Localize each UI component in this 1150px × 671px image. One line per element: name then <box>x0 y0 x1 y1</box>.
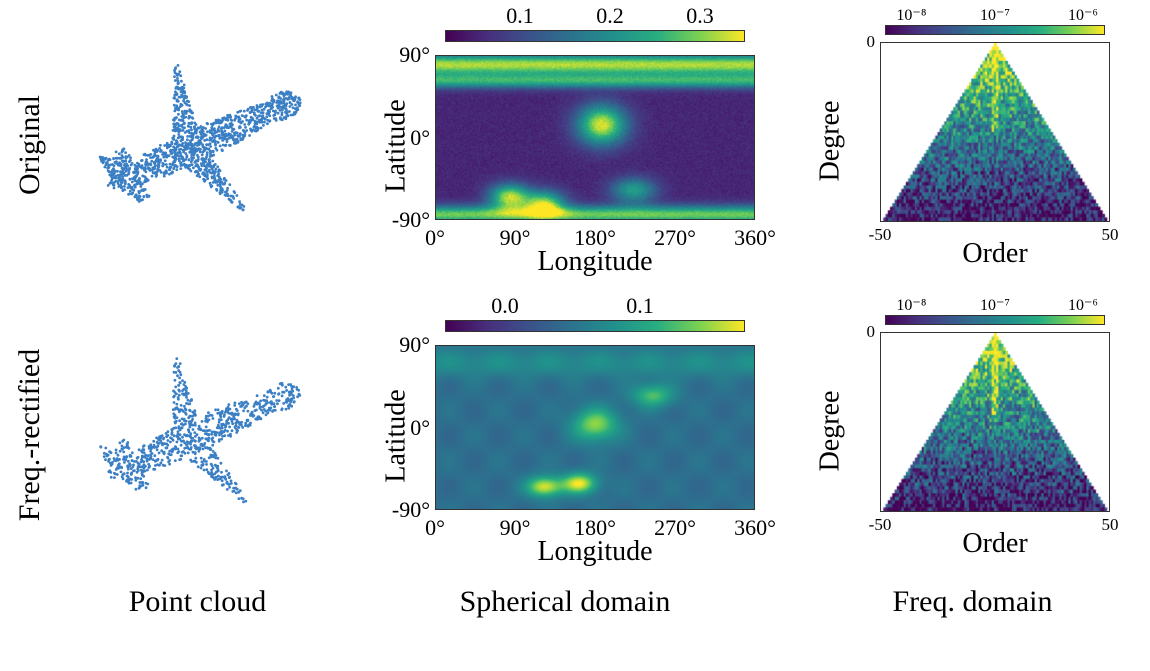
pointcloud-svg <box>60 290 335 580</box>
freq-triangle <box>880 42 1110 222</box>
row-label-rectified: Freq.-rectified <box>0 290 60 580</box>
col-label-freq: Freq. domain <box>795 580 1150 640</box>
freq-colorbar <box>885 315 1105 325</box>
panel-freq-original: 10⁻⁸10⁻⁷10⁻⁶ Degree 0 -5050 Order <box>795 0 1150 290</box>
spherical-xlabel: Longitude <box>435 246 755 278</box>
spherical-colorbar <box>445 30 745 42</box>
spherical-ylabel: Latitude <box>381 99 413 192</box>
panel-spherical-rectified: 0.00.1 Latitude 90°0°-90° 0°90°180°270°3… <box>335 290 795 580</box>
panel-freq-rectified: 10⁻⁸10⁻⁷10⁻⁶ Degree 0 -5050 Order <box>795 290 1150 580</box>
spherical-xlabel: Longitude <box>435 536 755 568</box>
spherical-heatmap <box>435 55 755 220</box>
row-label-original: Original <box>0 0 60 290</box>
freq-colorbar-ticks: 10⁻⁸10⁻⁷10⁻⁶ <box>885 5 1105 23</box>
freq-colorbar <box>885 25 1105 35</box>
freq-xlabel: Order <box>880 528 1110 560</box>
spherical-heatmap <box>435 345 755 510</box>
freq-ylabel: Degree <box>814 101 846 182</box>
col-label-pointcloud: Point cloud <box>60 580 335 640</box>
row-label-text: Freq.-rectified <box>13 349 47 521</box>
freq-ylabel: Degree <box>814 391 846 472</box>
spherical-colorbar-ticks: 0.00.1 <box>445 293 745 313</box>
freq-xlabel: Order <box>880 238 1110 270</box>
panel-pointcloud-original <box>60 0 335 290</box>
panel-pointcloud-rectified <box>60 290 335 580</box>
spherical-colorbar-ticks: 0.10.20.3 <box>445 3 745 23</box>
col-label-spherical: Spherical domain <box>335 580 795 640</box>
pointcloud-svg <box>60 0 335 290</box>
corner-spacer <box>0 580 60 640</box>
row-label-text: Original <box>13 95 47 195</box>
panel-spherical-original: 0.10.20.3 Latitude 90°0°-90° 0°90°180°27… <box>335 0 795 290</box>
freq-colorbar-ticks: 10⁻⁸10⁻⁷10⁻⁶ <box>885 295 1105 313</box>
figure-grid: Original 0.10.20.3 Latitude 90°0°-90° 0°… <box>0 0 1150 640</box>
spherical-ylabel: Latitude <box>381 389 413 482</box>
freq-triangle <box>880 332 1110 512</box>
spherical-colorbar <box>445 320 745 332</box>
